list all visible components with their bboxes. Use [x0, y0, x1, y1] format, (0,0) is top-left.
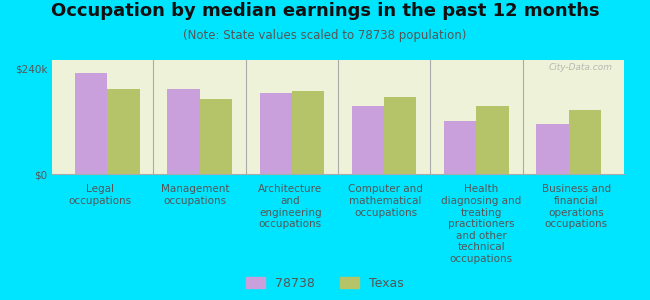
Bar	[536, 124, 569, 174]
Bar	[292, 91, 324, 174]
Bar	[167, 88, 200, 174]
Bar	[107, 88, 140, 174]
Bar	[200, 100, 232, 174]
Legend: 78738, Texas: 78738, Texas	[242, 273, 408, 294]
Bar	[569, 110, 601, 174]
Bar	[75, 73, 107, 174]
Bar	[352, 106, 384, 174]
Text: Business and
financial
operations
occupations: Business and financial operations occupa…	[541, 184, 611, 229]
Text: Occupation by median earnings in the past 12 months: Occupation by median earnings in the pas…	[51, 2, 599, 20]
Bar	[444, 122, 476, 174]
Bar	[259, 93, 292, 174]
Text: Computer and
mathematical
occupations: Computer and mathematical occupations	[348, 184, 423, 218]
Bar	[384, 97, 417, 174]
Text: Architecture
and
engineering
occupations: Architecture and engineering occupations	[258, 184, 322, 229]
Text: (Note: State values scaled to 78738 population): (Note: State values scaled to 78738 popu…	[183, 28, 467, 41]
Text: Legal
occupations: Legal occupations	[68, 184, 131, 206]
Text: City-Data.com: City-Data.com	[549, 63, 612, 72]
Bar	[476, 106, 509, 174]
Text: Health
diagnosing and
treating
practitioners
and other
technical
occupations: Health diagnosing and treating practitio…	[441, 184, 521, 264]
Text: Management
occupations: Management occupations	[161, 184, 229, 206]
